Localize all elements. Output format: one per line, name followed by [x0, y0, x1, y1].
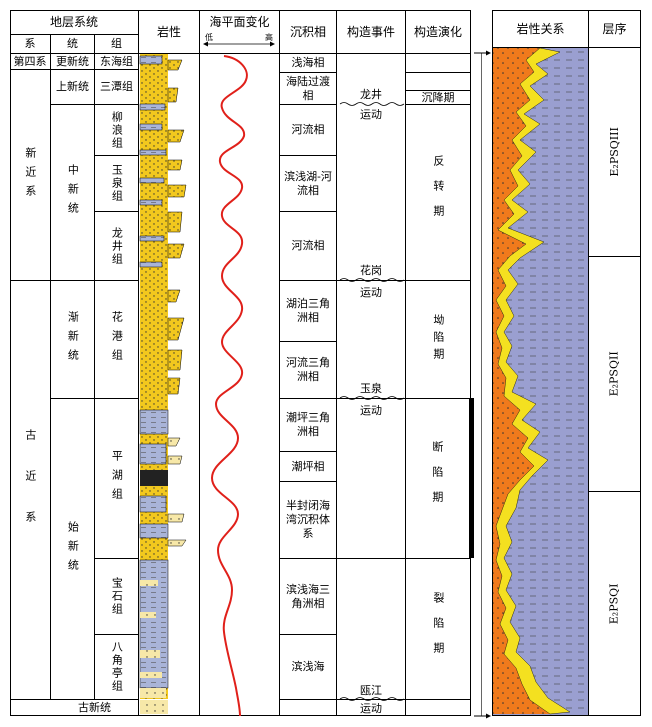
group-bajiaoting: 八角亭组 — [110, 641, 124, 693]
facies-fluvial-2: 河流相 — [291, 239, 325, 253]
header-group: 组 — [111, 37, 122, 51]
orange-lithology-area — [493, 48, 550, 714]
system-quaternary: 第四系 — [13, 54, 47, 68]
facies-transitional: 海陆过渡相 — [286, 74, 330, 102]
series-pliocene: 上新统 — [56, 80, 89, 94]
evolution-subsidence: 沉降期 — [421, 90, 455, 104]
facies-shore-shallow: 滨浅海 — [291, 660, 325, 674]
group-pinghu: 平湖组 — [110, 450, 124, 507]
facies-fluvial-1: 河流相 — [291, 123, 325, 137]
evolution-rifting: 裂陷期 — [431, 591, 445, 667]
event-huagang: 花岗 — [360, 264, 382, 278]
sea-level-high: 高 — [265, 33, 273, 42]
header-litho-relation: 岩性关系 — [516, 21, 565, 36]
sequence-psqii: E₂PSQII — [607, 351, 621, 397]
unconformity-lines — [339, 102, 405, 701]
series-oligocene: 渐新统 — [66, 311, 80, 368]
faulting-bar — [469, 398, 474, 558]
yellow-lithology-band — [495, 47, 571, 715]
header-series: 统 — [67, 37, 78, 51]
litho-relation-panel — [492, 10, 641, 716]
facies-shallow-marine: 浅海相 — [291, 56, 325, 70]
header-tectonic-event: 构造事件 — [346, 24, 395, 39]
facies-shore-delta: 滨浅海三角洲相 — [286, 582, 330, 610]
header-lithology: 岩性 — [156, 24, 181, 39]
sequence-psqiii: E₂PSQIII — [607, 127, 621, 177]
system-neogene: 新近系 — [23, 146, 37, 204]
group-liulang: 柳浪组 — [110, 110, 124, 150]
header-tectonic-evolution: 构造演化 — [413, 24, 462, 39]
system-paleogene: 古近系 — [23, 428, 37, 552]
group-huagang: 花港组 — [110, 311, 124, 368]
event-huagang-movement: 运动 — [360, 286, 382, 300]
event-oujiang-movement: 运动 — [360, 702, 382, 716]
group-santan: 三潭组 — [100, 80, 133, 94]
group-yuquan: 玉泉组 — [110, 164, 124, 203]
header-sea-level: 海平面变化 — [209, 14, 270, 29]
event-longjing: 龙井 — [360, 88, 382, 102]
event-oujiang: 瓯江 — [360, 684, 382, 698]
sea-level-curve — [210, 55, 248, 717]
series-paleocene: 古新统 — [78, 700, 111, 714]
header-sequence: 层序 — [602, 21, 627, 36]
event-longjing-movement: 运动 — [360, 108, 382, 122]
series-eocene: 始新统 — [66, 520, 80, 578]
lithology-column — [139, 54, 187, 714]
facies-tidal-flat: 潮坪相 — [291, 459, 325, 473]
sequence-psqi: E₂PSQI — [607, 583, 621, 624]
group-donghai: 东海组 — [100, 54, 133, 68]
facies-semi-closed-bay: 半封闭海湾沉积体系 — [286, 499, 330, 540]
facies-river-delta: 河流三角洲相 — [286, 356, 330, 383]
connector-arrows — [474, 50, 491, 719]
header-strata: 地层系统 — [49, 15, 98, 29]
header-facies: 沉积相 — [289, 24, 326, 39]
header-system: 系 — [24, 37, 36, 51]
facies-tidal-delta: 潮坪三角洲相 — [286, 411, 330, 438]
evolution-faulting: 断陷期 — [430, 441, 444, 516]
sea-level-low: 低 — [205, 33, 213, 42]
table-grid — [10, 10, 471, 716]
group-longjing: 龙井组 — [110, 226, 124, 266]
facies-lake-delta: 湖泊三角洲相 — [286, 297, 330, 324]
facies-lake-fluvial: 滨浅湖-河流相 — [284, 169, 332, 197]
sea-level-panel — [203, 41, 275, 717]
series-pleistocene: 更新统 — [56, 54, 89, 68]
series-miocene: 中新统 — [66, 164, 80, 221]
evolution-depression: 坳陷期 — [431, 314, 445, 365]
event-yuquan-movement: 运动 — [360, 404, 382, 418]
evolution-inversion: 反转期 — [431, 155, 445, 230]
group-baoshi: 宝石组 — [110, 577, 124, 616]
event-yuquan: 玉泉 — [360, 382, 382, 396]
